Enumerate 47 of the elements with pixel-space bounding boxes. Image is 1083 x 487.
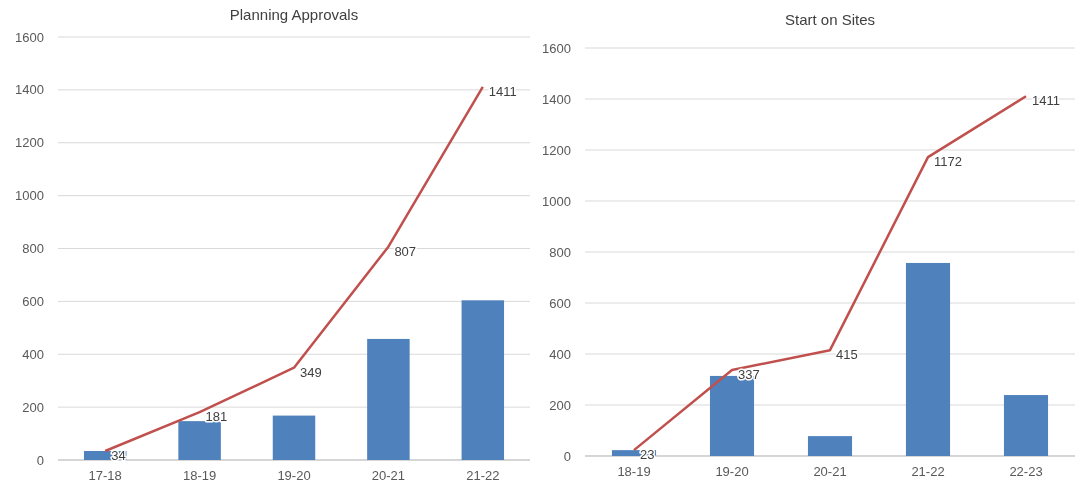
chart-title: Start on Sites [784,11,876,28]
bar [272,415,316,460]
y-tick-label: 0 [563,448,571,464]
x-tick-label: 21-22 [911,464,945,479]
data-label: 34 [111,448,126,464]
y-tick-label: 1000 [15,188,44,204]
x-tick-label: 19-20 [715,464,749,479]
y-tick-label: 400 [22,346,44,362]
y-tick-label: 600 [549,295,571,311]
data-label: 807 [394,243,417,259]
y-tick-label: 1000 [542,193,571,209]
data-label: 1411 [488,83,517,99]
line-series [103,85,485,453]
y-tick-label: 1600 [542,40,571,56]
y-tick-label: 200 [22,399,44,415]
bar [905,262,951,456]
x-tick-label: 17-18 [88,468,122,483]
bar [461,300,505,460]
y-tick-label: 600 [22,293,44,309]
x-tick-label: 22-23 [1009,464,1043,479]
x-tick-label: 21-22 [466,468,500,483]
y-tick-label: 1400 [15,82,44,98]
data-label: 1411 [1032,93,1060,109]
data-label: 1172 [934,154,962,170]
bar [1003,395,1049,456]
data-label: 181 [205,409,228,425]
data-label: 349 [300,364,322,380]
line-series [632,94,1028,452]
x-tick-label: 18-19 [182,468,217,483]
y-tick-label: 1200 [542,142,571,158]
bar [807,436,853,456]
x-tick-label: 19-20 [277,468,311,483]
y-tick-label: 1200 [15,135,44,151]
bar [178,421,221,460]
bar [367,338,410,460]
y-tick-label: 200 [549,397,571,413]
y-tick-label: 800 [22,241,44,257]
chart-title: Planning Approvals [229,6,359,23]
data-label: 415 [836,347,858,363]
y-tick-label: 0 [36,452,44,468]
x-tick-label: 20-21 [813,464,847,479]
y-tick-label: 1600 [15,29,44,45]
y-tick-label: 800 [549,244,571,260]
y-tick-label: 1400 [542,91,571,107]
y-tick-label: 400 [549,346,571,362]
x-tick-label: 20-21 [371,468,406,483]
x-tick-label: 18-19 [617,464,651,479]
